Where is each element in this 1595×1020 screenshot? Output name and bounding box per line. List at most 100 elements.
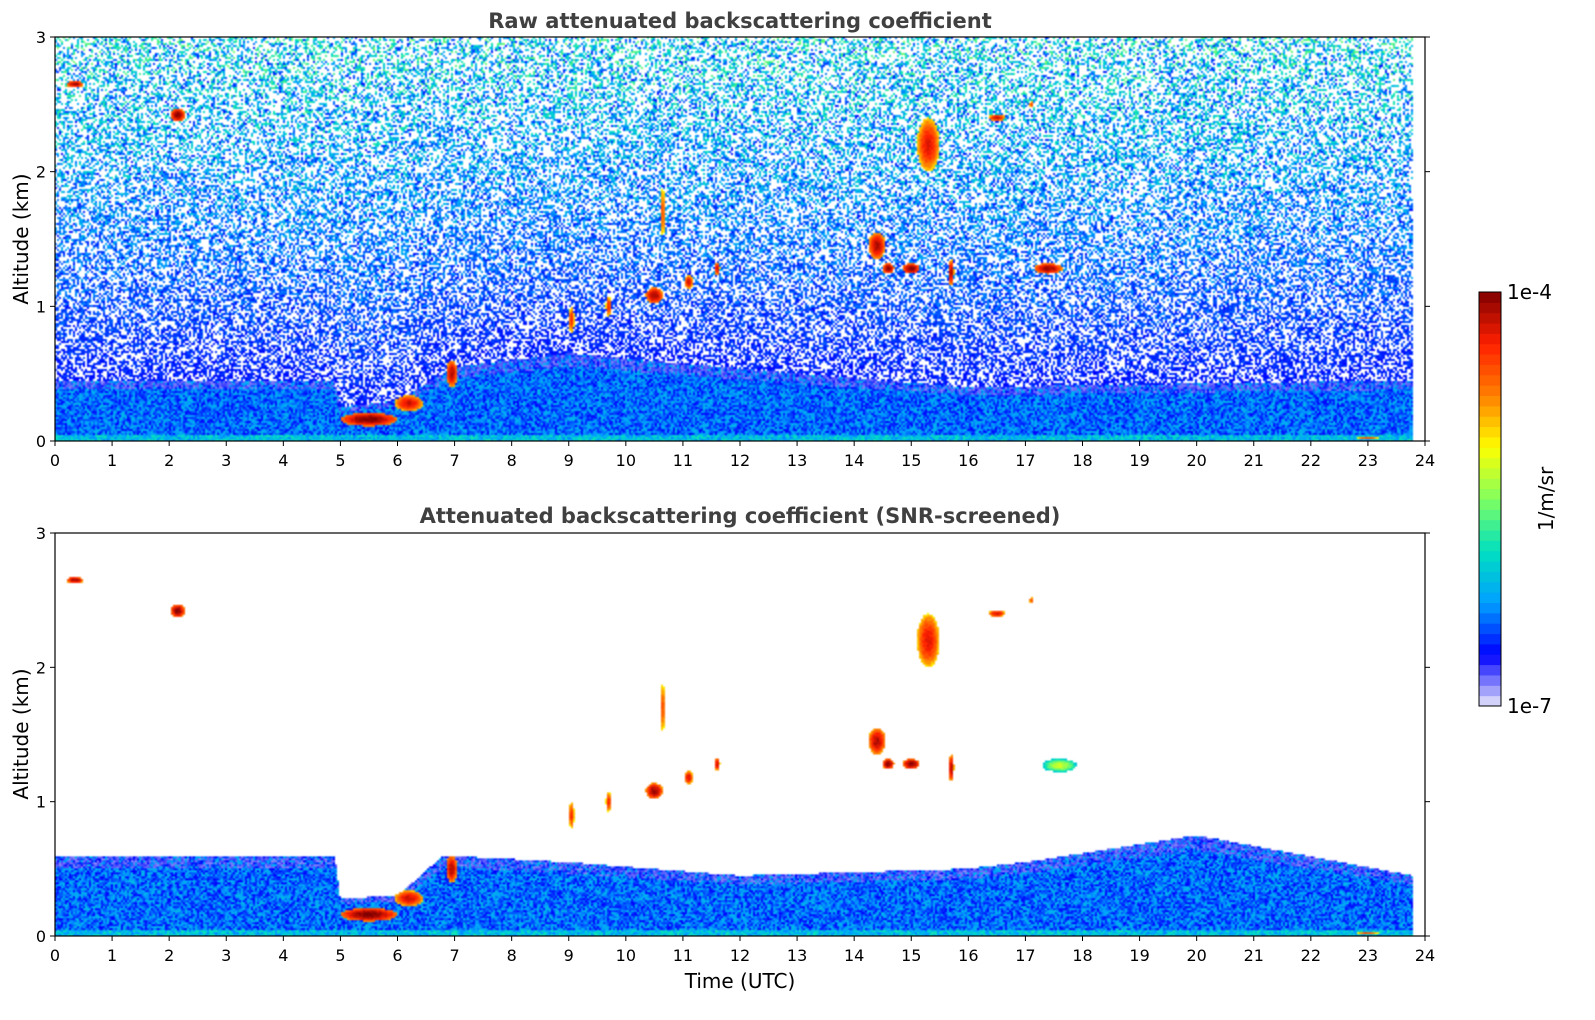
colorbar-step — [1479, 416, 1501, 428]
x-tick-label: 13 — [787, 946, 807, 965]
x-tick-label: 20 — [1186, 946, 1206, 965]
x-tick-label: 15 — [901, 451, 921, 470]
x-tick-label: 16 — [958, 451, 978, 470]
y-axis: 0 1 2 3 — [36, 28, 1430, 451]
x-tick-label: 23 — [1358, 946, 1378, 965]
x-tick-label: 8 — [507, 946, 517, 965]
y-axis: 0 1 2 3 — [36, 524, 1430, 946]
x-tick-label: 1 — [107, 451, 117, 470]
x-tick-label: 12 — [730, 946, 750, 965]
x-tick-label: 6 — [392, 451, 402, 470]
x-tick-label: 10 — [616, 451, 636, 470]
colorbar-step — [1479, 354, 1501, 365]
x-tick-label: 9 — [564, 946, 574, 965]
colorbar-step — [1479, 550, 1501, 562]
colorbar-frame — [1478, 291, 1502, 707]
colorbar-step — [1479, 385, 1501, 396]
x-tick-label: 9 — [564, 451, 574, 470]
colorbar-step — [1479, 509, 1501, 521]
chart-title: Attenuated backscattering coefficient (S… — [420, 504, 1061, 528]
y-tick-label: 0 — [36, 927, 46, 946]
colorbar-step — [1479, 364, 1501, 376]
x-tick-label: 14 — [844, 451, 864, 470]
x-tick-label: 21 — [1244, 451, 1264, 470]
colorbar-steps — [1479, 292, 1501, 707]
colorbar-step — [1479, 323, 1501, 334]
x-tick-label: 18 — [1072, 451, 1092, 470]
x-tick-label: 13 — [787, 451, 807, 470]
x-tick-label: 7 — [449, 451, 459, 470]
x-tick-label: 2 — [164, 946, 174, 965]
raw-backscatter-panel: Raw attenuated backscattering coefficien… — [9, 9, 1435, 470]
colorbar-step — [1479, 571, 1501, 583]
x-tick-label: 7 — [449, 946, 459, 965]
colorbar-step — [1479, 374, 1501, 386]
x-axis: 0 1 2 3 4 5 6 7 8 9 10 11 12 13 14 15 16 17 18 19 20 21 22 23 24 — [50, 441, 1435, 470]
x-tick-label: 22 — [1301, 946, 1321, 965]
x-tick-label: 3 — [221, 451, 231, 470]
x-tick-label: 14 — [844, 946, 864, 965]
x-tick-label: 0 — [50, 451, 60, 470]
colorbar-step — [1479, 478, 1501, 490]
x-tick-label: 5 — [335, 451, 345, 470]
y-tick-label: 0 — [36, 432, 46, 451]
y-tick-label: 1 — [36, 793, 46, 812]
x-tick-label: 0 — [50, 946, 60, 965]
x-tick-label: 3 — [221, 946, 231, 965]
colorbar-step — [1479, 302, 1501, 314]
colorbar-step — [1479, 685, 1501, 697]
colorbar-step — [1479, 695, 1501, 707]
colorbar-step — [1479, 343, 1501, 355]
colorbar-step — [1479, 467, 1501, 479]
colorbar-step — [1479, 623, 1501, 635]
x-tick-label: 11 — [673, 451, 693, 470]
x-tick-label: 16 — [958, 946, 978, 965]
colorbar-step — [1479, 612, 1501, 624]
x-tick-label: 20 — [1186, 451, 1206, 470]
x-tick-label: 4 — [278, 946, 288, 965]
y-tick-label: 2 — [36, 163, 46, 182]
colorbar-step — [1479, 312, 1501, 324]
x-tick-label: 12 — [730, 451, 750, 470]
colorbar-step — [1479, 436, 1501, 448]
colorbar-step — [1479, 540, 1501, 552]
colorbar-step — [1479, 674, 1501, 686]
x-tick-label: 11 — [673, 946, 693, 965]
backscatter-heatmap — [55, 37, 1425, 441]
colorbar-step — [1479, 488, 1501, 500]
x-axis: 0 1 2 3 4 5 6 7 8 9 10 11 12 13 14 15 16 17 18 19 20 21 22 23 24 — [50, 936, 1435, 965]
colorbar-step — [1479, 592, 1501, 603]
x-tick-label: 17 — [1015, 946, 1035, 965]
x-tick-label: 2 — [164, 451, 174, 470]
colorbar-label: 1/m/sr — [1534, 466, 1558, 531]
colorbar-step — [1479, 333, 1501, 345]
x-tick-label: 19 — [1129, 451, 1149, 470]
colorbar-step — [1479, 643, 1501, 655]
x-tick-label: 8 — [507, 451, 517, 470]
x-tick-label: 4 — [278, 451, 288, 470]
colorbar-step — [1479, 633, 1501, 645]
x-tick-label: 17 — [1015, 451, 1035, 470]
colorbar-step — [1479, 581, 1501, 593]
colorbar-step — [1479, 457, 1501, 469]
x-tick-label: 21 — [1244, 946, 1264, 965]
colorbar-step — [1479, 664, 1501, 676]
y-tick-label: 2 — [36, 658, 46, 677]
colorbar-min-label: 1e-7 — [1507, 694, 1552, 718]
colorbar-max-label: 1e-4 — [1507, 280, 1552, 304]
colorbar-step — [1479, 654, 1501, 666]
colorbar-step — [1479, 499, 1501, 510]
colorbar-step — [1479, 602, 1501, 614]
x-tick-label: 22 — [1301, 451, 1321, 470]
colorbar-step — [1479, 395, 1501, 407]
y-tick-label: 3 — [36, 524, 46, 543]
x-tick-label: 18 — [1072, 946, 1092, 965]
x-tick-label: 24 — [1415, 451, 1435, 470]
backscatter-heatmap — [55, 533, 1425, 936]
x-tick-label: 24 — [1415, 946, 1435, 965]
colorbar-step — [1479, 447, 1501, 459]
x-axis-label: Time (UTC) — [684, 969, 796, 993]
colorbar-step — [1479, 405, 1501, 417]
colorbar-step — [1479, 530, 1501, 541]
